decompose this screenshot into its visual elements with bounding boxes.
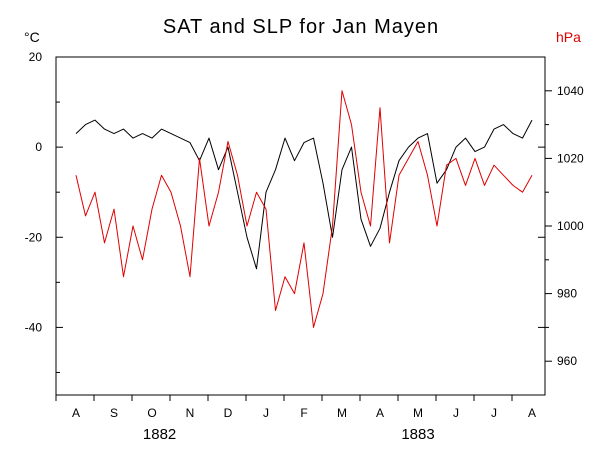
x-month-label: F — [300, 406, 307, 420]
x-month-label: A — [376, 406, 384, 420]
left-tick-label: 0 — [35, 140, 42, 154]
x-month-label: A — [528, 406, 536, 420]
x-month-label: N — [186, 406, 195, 420]
left-tick-label: -40 — [25, 320, 43, 334]
right-tick-label: 1000 — [557, 219, 584, 233]
x-month-label: J — [263, 406, 269, 420]
x-month-label: M — [413, 406, 423, 420]
x-month-label: J — [453, 406, 459, 420]
sat-series-line — [75, 119, 533, 270]
right-tick-label: 1020 — [557, 151, 584, 165]
left-axis-unit: °C — [24, 29, 40, 45]
plot-frame — [55, 56, 546, 396]
x-year-label: 1882 — [143, 426, 176, 443]
slp-series-line — [75, 90, 533, 328]
left-tick-label: 20 — [29, 50, 43, 64]
right-tick-label: 960 — [557, 354, 577, 368]
x-month-label: J — [491, 406, 497, 420]
x-month-label: A — [72, 406, 80, 420]
right-tick-label: 1040 — [557, 84, 584, 98]
x-month-label: S — [110, 406, 118, 420]
x-month-label: M — [337, 406, 347, 420]
right-axis-unit: hPa — [556, 29, 581, 45]
x-month-label: D — [224, 406, 233, 420]
right-tick-label: 980 — [557, 287, 577, 301]
x-year-label: 1883 — [401, 426, 434, 443]
x-month-label: O — [147, 406, 156, 420]
left-tick-label: -20 — [25, 230, 43, 244]
chart-title: SAT and SLP for Jan Mayen — [163, 16, 439, 38]
chart-marks: 20 0 -20 -40 1040 1020 1000 980 960 A S O N D J F M A M J J A… — [25, 50, 584, 443]
